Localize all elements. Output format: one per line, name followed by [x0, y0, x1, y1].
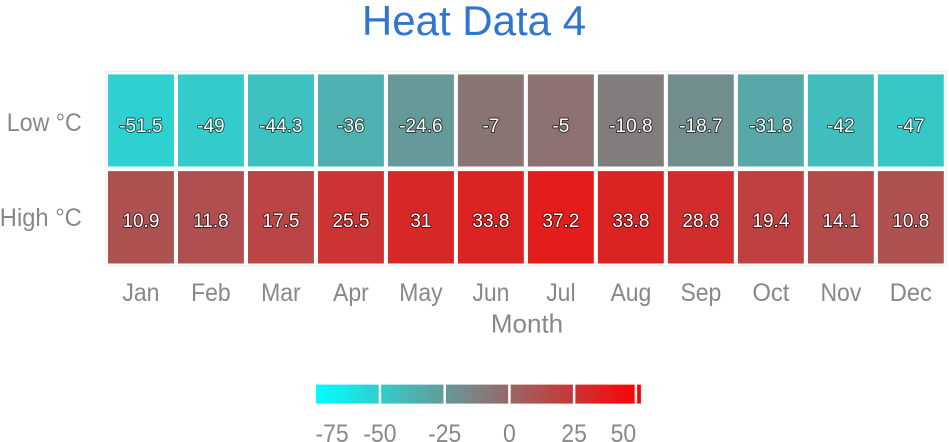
svg-text:0: 0	[503, 420, 516, 442]
svg-text:Sep: Sep	[680, 279, 721, 307]
svg-text:Heat Data 4: Heat Data 4	[362, 0, 586, 44]
svg-text:Jun: Jun	[472, 279, 509, 307]
svg-text:May: May	[399, 279, 443, 307]
svg-text:-25: -25	[428, 420, 461, 442]
svg-text:28.8: 28.8	[682, 211, 719, 232]
svg-text:-50: -50	[363, 420, 396, 442]
svg-text:25.5: 25.5	[332, 211, 369, 232]
svg-text:17.5: 17.5	[262, 211, 299, 232]
svg-text:Jan: Jan	[122, 279, 159, 307]
svg-text:-51.5: -51.5	[119, 116, 162, 137]
svg-text:50: 50	[611, 420, 637, 442]
svg-text:-36: -36	[337, 116, 364, 137]
svg-text:-44.3: -44.3	[259, 116, 302, 137]
svg-text:Low °C: Low °C	[7, 109, 82, 137]
svg-text:31: 31	[410, 211, 431, 232]
svg-text:19.4: 19.4	[752, 211, 789, 232]
svg-text:-75: -75	[316, 420, 349, 442]
svg-text:High °C: High °C	[0, 204, 82, 232]
svg-text:Aug: Aug	[610, 279, 651, 307]
svg-text:Nov: Nov	[820, 279, 861, 307]
svg-text:Month: Month	[491, 308, 563, 338]
svg-text:37.2: 37.2	[542, 211, 579, 232]
svg-text:33.8: 33.8	[612, 211, 649, 232]
svg-text:-18.7: -18.7	[679, 116, 722, 137]
svg-text:-5: -5	[552, 116, 569, 137]
svg-text:Dec: Dec	[890, 279, 932, 307]
svg-text:Oct: Oct	[752, 279, 789, 307]
svg-text:Jul: Jul	[546, 279, 575, 307]
svg-text:14.1: 14.1	[822, 211, 859, 232]
svg-text:-7: -7	[482, 116, 499, 137]
svg-text:Feb: Feb	[191, 279, 231, 307]
svg-text:-31.8: -31.8	[749, 116, 792, 137]
svg-text:-49: -49	[197, 116, 224, 137]
svg-text:10.8: 10.8	[892, 211, 929, 232]
svg-text:-24.6: -24.6	[399, 116, 442, 137]
svg-text:Mar: Mar	[261, 279, 301, 307]
svg-text:33.8: 33.8	[472, 211, 509, 232]
svg-text:11.8: 11.8	[193, 211, 229, 232]
svg-text:-42: -42	[827, 116, 854, 137]
svg-text:-47: -47	[897, 116, 924, 137]
svg-text:-10.8: -10.8	[609, 116, 652, 137]
svg-text:Apr: Apr	[333, 279, 369, 307]
svg-text:10.9: 10.9	[122, 211, 159, 232]
svg-text:25: 25	[561, 420, 587, 442]
